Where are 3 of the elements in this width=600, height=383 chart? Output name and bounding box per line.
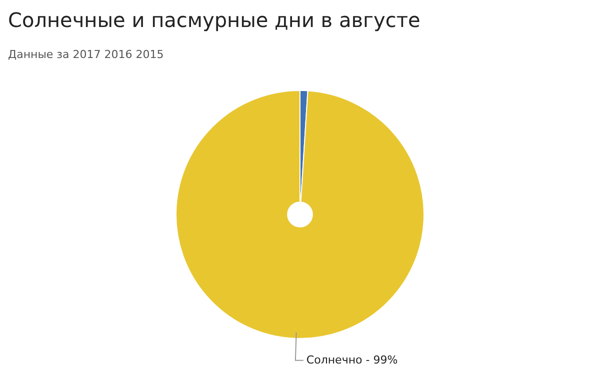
slice-label: Солнечно - 99%: [306, 353, 398, 366]
text: Данные за 2017 2016 2015: [8, 48, 164, 61]
chart-title: Солнечные и пасмурные дни в августе: [8, 8, 420, 32]
